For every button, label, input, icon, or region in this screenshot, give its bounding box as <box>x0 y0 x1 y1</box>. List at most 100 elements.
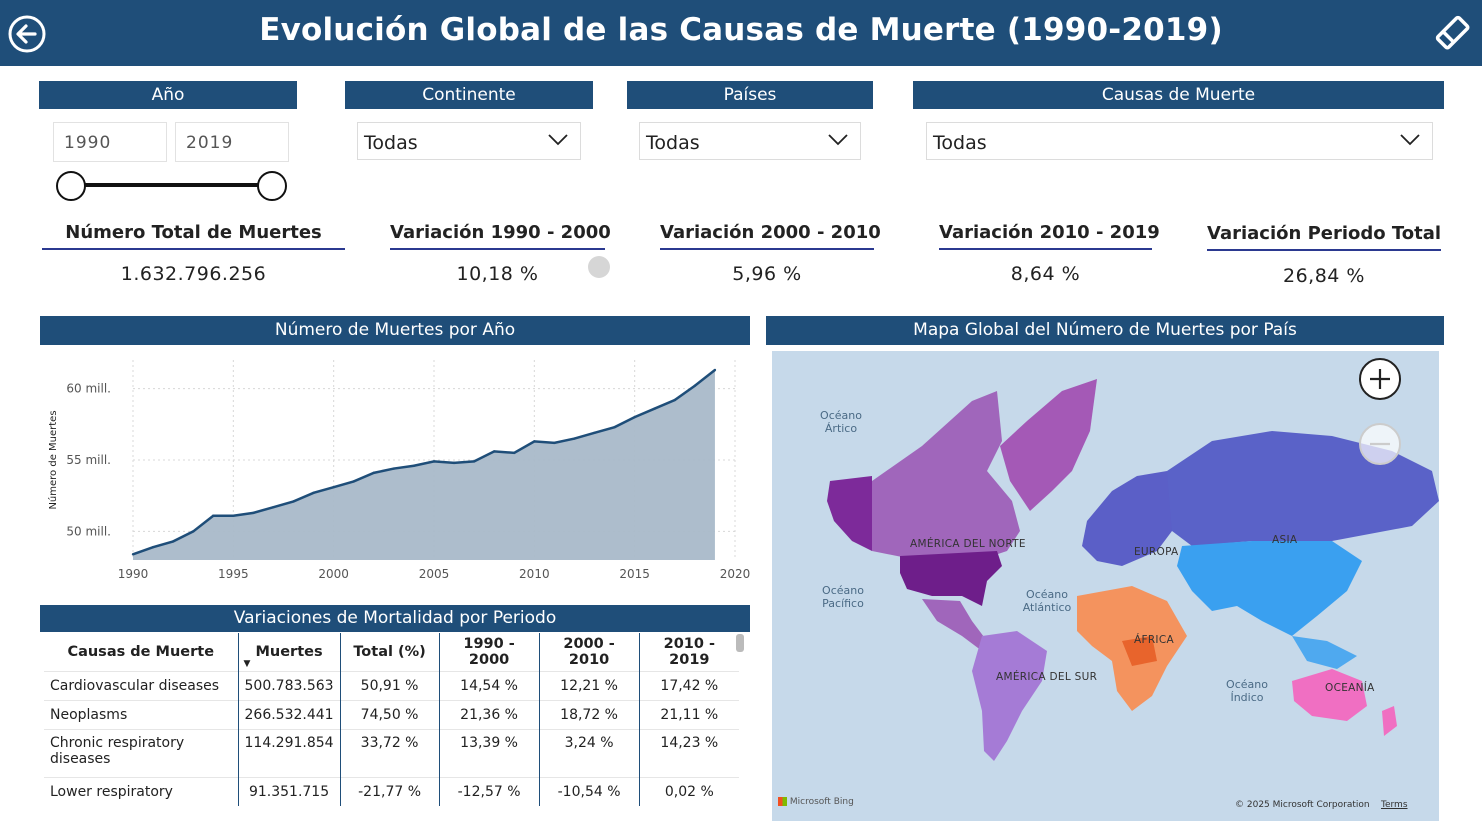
year-slider-track[interactable] <box>72 183 272 187</box>
kpi-variation-2010-2019-value: 8,64 % <box>1010 263 1081 285</box>
chevron-down-icon <box>548 134 568 146</box>
kpi-variation-1990-2000-label: Variación 1990 - 2000 <box>390 222 611 250</box>
causes-filter-header: Causas de Muerte <box>913 81 1444 109</box>
data-point <box>171 540 175 543</box>
column-header[interactable]: Causas de Muerte <box>67 643 215 660</box>
continent-label-asia: ASIA <box>1272 534 1298 546</box>
data-point <box>432 460 436 463</box>
deaths-per-year-chart[interactable]: 1990 1995 2000 2005 2010 2015 2020 50 mill. 55 m… <box>40 350 750 590</box>
data-point <box>493 450 496 453</box>
value-cell: 266.532.441 <box>237 699 341 729</box>
value-cell: 14,54 % <box>438 670 540 700</box>
data-point <box>412 464 416 467</box>
column-header[interactable]: Muertes ▼ <box>237 633 341 671</box>
alaska-shape <box>827 476 872 551</box>
continent-dropdown[interactable]: Todas <box>357 122 581 160</box>
column-header[interactable]: Total (%) <box>339 633 440 671</box>
data-point <box>232 514 235 517</box>
year-slider-end-handle[interactable] <box>257 171 287 201</box>
year-to-input[interactable]: 2019 <box>175 122 289 162</box>
value-cell: 3,24 % <box>538 728 640 777</box>
cause-cell: Chronic respiratory diseases <box>44 728 238 777</box>
data-point <box>593 431 596 435</box>
data-point <box>312 491 315 495</box>
column-header[interactable]: 2000 - 2010 <box>538 633 640 671</box>
world-map[interactable]: Océano Ártico Océano Pacífico Océano Atl… <box>772 351 1439 821</box>
europe-shape <box>1082 471 1182 566</box>
x-tick-label: 2010 <box>519 567 550 581</box>
data-point <box>372 471 375 475</box>
column-header[interactable]: 1990 - 2000 <box>438 633 540 671</box>
back-arrow-icon[interactable] <box>7 14 47 54</box>
asia-shape <box>1177 541 1362 636</box>
ocean-label-indian: Océano Índico <box>1226 678 1268 704</box>
table-row[interactable]: Chronic respiratory diseases 114.291.854 3… <box>44 728 740 777</box>
y-tick-label: 60 mill. <box>66 382 111 396</box>
value-cell: 91.351.715 <box>237 776 341 806</box>
data-point <box>332 485 335 489</box>
zoom-out-button[interactable] <box>1359 423 1401 465</box>
data-point <box>613 425 616 429</box>
x-tick-label: 1990 <box>118 567 149 581</box>
data-point <box>693 384 697 387</box>
x-tick-label: 2015 <box>619 567 650 581</box>
continent-label-europe: EUROPA <box>1134 546 1179 558</box>
greenland-shape <box>1000 379 1097 511</box>
cause-cell: Lower respiratory <box>44 776 238 806</box>
year-from-input[interactable]: 1990 <box>53 122 167 162</box>
x-tick-label: 1995 <box>218 567 249 581</box>
microsoft-logo-icon <box>778 797 787 806</box>
data-point <box>513 451 516 455</box>
value-cell: 0,02 % <box>638 776 740 806</box>
value-cell: 33,72 % <box>339 728 440 777</box>
area-fill <box>133 370 715 560</box>
chevron-down-icon <box>1400 134 1420 146</box>
year-filter-header: Año <box>39 81 297 109</box>
causes-dropdown[interactable]: Todas <box>926 122 1433 160</box>
eraser-icon[interactable] <box>1432 12 1474 54</box>
sort-desc-icon: ▼ <box>243 659 251 669</box>
ocean-label-arctic: Océano Ártico <box>820 409 862 435</box>
value-cell: 14,23 % <box>638 728 740 777</box>
usa-shape <box>900 551 1002 606</box>
data-point <box>392 467 396 470</box>
value-cell: -21,77 % <box>339 776 440 806</box>
data-point <box>192 530 195 533</box>
data-point <box>673 398 676 402</box>
x-tick-label: 2000 <box>318 567 349 581</box>
value-cell: 50,91 % <box>339 670 440 700</box>
data-point <box>131 553 135 556</box>
data-point <box>272 505 275 509</box>
y-tick-label: 55 mill. <box>66 453 111 467</box>
kpi-variation-2000-2010-label: Variación 2000 - 2010 <box>660 222 881 250</box>
data-point <box>452 461 456 465</box>
kpi-total-deaths-value: 1.632.796.256 <box>120 263 267 285</box>
x-tick-label: 2005 <box>419 567 450 581</box>
zoom-in-button[interactable] <box>1359 358 1401 400</box>
countries-dropdown[interactable]: Todas <box>639 122 861 160</box>
value-cell: 12,21 % <box>538 670 640 700</box>
line-chart-header: Número de Muertes por Año <box>40 316 750 345</box>
year-slider-start-handle[interactable] <box>56 171 86 201</box>
ocean-label-pacific: Océano Pacífico <box>822 584 864 610</box>
kpi-variation-total-value: 26,84 % <box>1283 265 1365 287</box>
data-point <box>151 545 155 549</box>
continent-label-south-america: AMÉRICA DEL SUR <box>996 671 1098 683</box>
data-point <box>573 437 576 440</box>
cause-cell: Cardiovascular diseases <box>44 670 238 700</box>
map-terms-link[interactable]: Terms <box>1381 800 1408 810</box>
table-row[interactable]: Lower respiratory 91.351.715 -21,77 % -12,5… <box>44 776 740 806</box>
canada-shape <box>872 391 1020 561</box>
table-scrollbar[interactable] <box>736 634 744 652</box>
table-header: Variaciones de Mortalidad por Periodo <box>40 605 750 632</box>
continent-filter-header: Continente <box>345 81 593 109</box>
column-header[interactable]: 2010 - 2019 <box>638 633 740 671</box>
continent-label-oceania: OCEANÍA <box>1325 682 1375 694</box>
table-row[interactable]: Neoplasms 266.532.441 74,50 % 21,36 % 18,72 … <box>44 699 740 729</box>
mortality-table: Causas de Muerte Muertes ▼ Total (%) 199… <box>44 633 740 806</box>
page-title: Evolución Global de las Causas de Muerte… <box>259 12 1223 48</box>
minus-icon <box>1370 442 1390 446</box>
table-row[interactable]: Cardiovascular diseases 500.783.563 50,91 … <box>44 670 740 700</box>
data-point <box>653 407 656 410</box>
kpi-total-deaths-label: Número Total de Muertes <box>42 222 345 250</box>
